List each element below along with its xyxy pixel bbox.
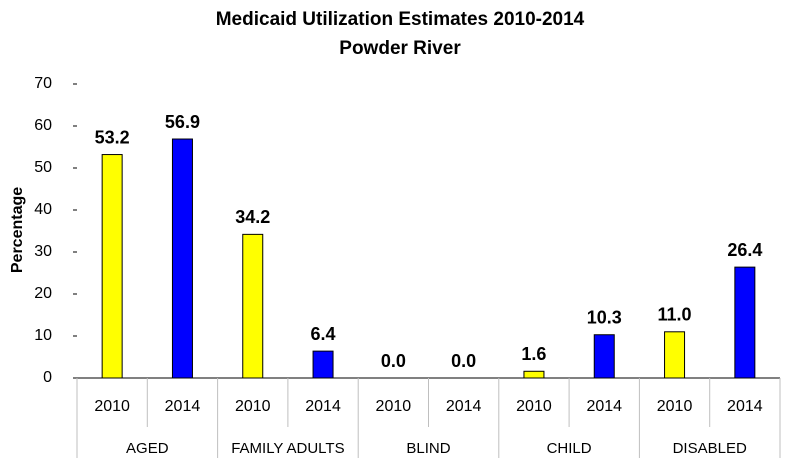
y-axis-label: Percentage	[9, 187, 26, 273]
value-label: 1.6	[521, 344, 546, 364]
bar	[101, 154, 123, 379]
value-label: 34.2	[235, 207, 270, 227]
value-label: 6.4	[311, 324, 336, 344]
x-tick-label: 2010	[235, 398, 271, 415]
x-tick-label: 2014	[305, 398, 341, 415]
x-tick-label: 2014	[586, 398, 622, 415]
x-group-label: DISABLED	[673, 440, 747, 457]
value-label: 11.0	[658, 305, 692, 325]
value-label: 0.0	[451, 351, 476, 371]
x-tick-label: 2014	[446, 398, 482, 415]
bar	[593, 334, 615, 379]
bar	[664, 331, 686, 379]
y-tick-label: 40	[34, 201, 52, 218]
bar	[734, 266, 756, 379]
x-group-label: AGED	[126, 440, 169, 457]
value-label: 0.0	[381, 351, 406, 371]
x-tick-label: 2010	[516, 398, 552, 415]
y-tick-label: 50	[34, 159, 52, 176]
x-tick-label: 2014	[727, 398, 763, 415]
y-tick-label: 70	[34, 75, 52, 92]
y-tick-label: 60	[34, 117, 52, 134]
x-tick-label: 2010	[94, 398, 130, 415]
bar	[523, 370, 545, 379]
bar	[242, 233, 264, 379]
y-tick-label: 20	[34, 285, 52, 302]
x-group-label: CHILD	[547, 440, 592, 457]
chart-subtitle: Powder River	[339, 38, 461, 59]
x-tick-label: 2010	[657, 398, 693, 415]
value-label: 10.3	[587, 307, 622, 327]
value-label: 56.9	[165, 112, 200, 132]
value-label: 53.2	[95, 127, 130, 147]
bar	[312, 350, 334, 379]
x-tick-label: 2010	[376, 398, 412, 415]
y-tick-label: 30	[34, 243, 52, 260]
x-group-label: BLIND	[406, 440, 450, 457]
y-tick-label: 10	[34, 327, 52, 344]
x-group-label: FAMILY ADULTS	[231, 440, 344, 457]
value-label: 26.4	[727, 240, 762, 260]
x-tick-label: 2014	[165, 398, 201, 415]
bar	[171, 138, 193, 379]
y-tick-label: 0	[43, 369, 52, 386]
chart-title: Medicaid Utilization Estimates 2010-2014	[216, 9, 585, 30]
